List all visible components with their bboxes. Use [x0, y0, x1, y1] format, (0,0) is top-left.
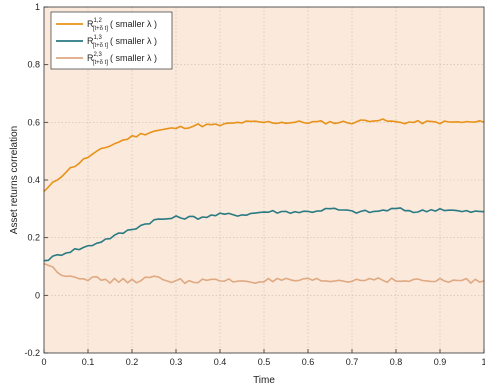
x-tick-label: 0.7 [346, 357, 359, 367]
x-tick-label: 0.9 [434, 357, 447, 367]
legend: R1,2 [t+δ t]( smaller λ ) R1,3 [t+δ t]( sma… [50, 11, 173, 70]
legend-entry-3: R2,3 [t+δ t]( smaller λ ) [87, 52, 157, 66]
y-axis-title: Asset returns correlation [9, 126, 20, 234]
legend-entry-1: R1,2 [t+δ t]( smaller λ ) [87, 18, 157, 32]
series-group [43, 118, 485, 285]
y-tick-label: -0.2 [24, 348, 40, 358]
legend-entry-2: R1,3 [t+δ t]( smaller λ ) [87, 35, 157, 49]
y-tick-label: 0.4 [27, 175, 40, 185]
y-tick-label: 1 [35, 2, 40, 12]
series-line-3 [43, 262, 485, 285]
x-tick-label: 0.5 [258, 357, 271, 367]
y-tick-label: 0.2 [27, 233, 40, 243]
x-axis-title: Time [253, 375, 275, 386]
x-tick-label: 0.8 [390, 357, 403, 367]
x-tick-label: 1 [481, 357, 485, 367]
series-line-2 [43, 207, 485, 262]
y-tick-label: 0 [35, 290, 40, 300]
x-tick-label: 0.3 [170, 357, 183, 367]
x-tick-label: 0.2 [126, 357, 139, 367]
x-tick-label: 0 [41, 357, 46, 367]
x-tick-label: 0.4 [214, 357, 227, 367]
y-tick-label: 0.6 [27, 117, 40, 127]
x-tick-label: 0.1 [82, 357, 95, 367]
series-line-1 [43, 118, 485, 193]
x-tick-label: 0.6 [302, 357, 315, 367]
ticks: 0 0.1 0.2 0.3 0.4 0.5 0.6 0.7 0.8 0.9 1-0.200.20.4… [24, 2, 485, 367]
y-tick-label: 0.8 [27, 60, 40, 70]
